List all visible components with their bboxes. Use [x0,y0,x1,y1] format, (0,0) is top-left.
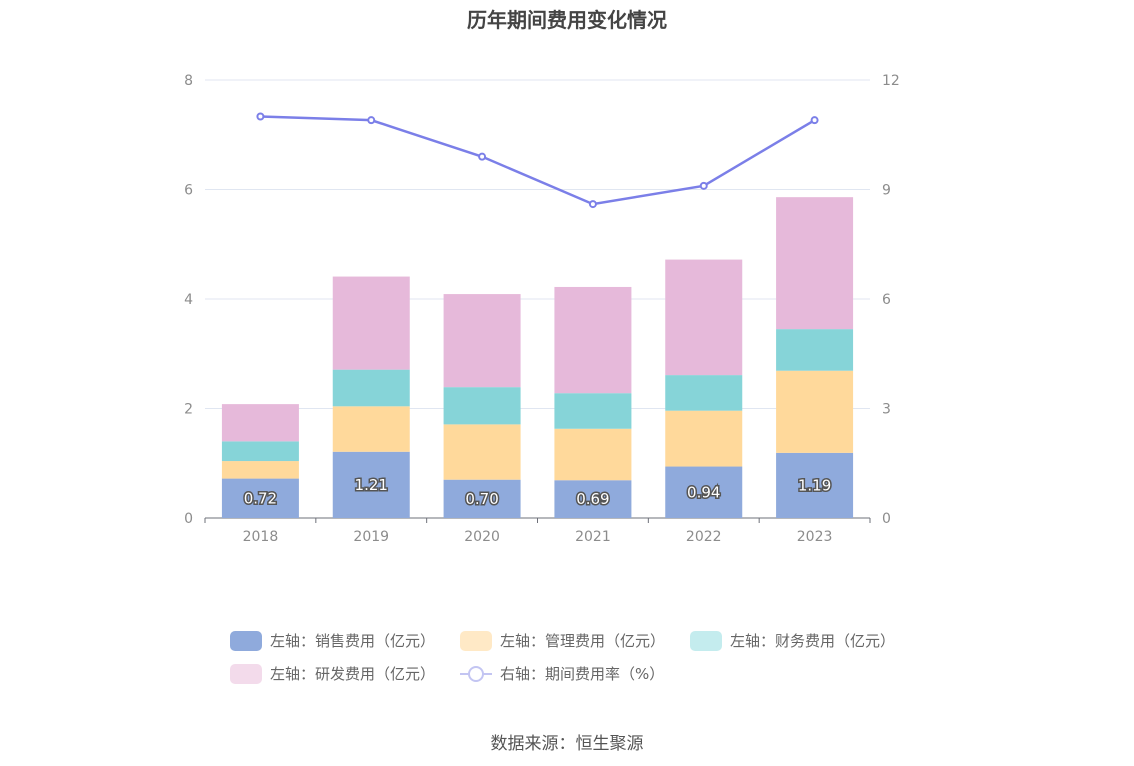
bar-segment [665,466,743,518]
bar-segment [332,451,410,518]
legend-item-rnd[interactable]: 左轴：研发费用（亿元） [230,663,435,684]
legend-item-expense-rate[interactable]: 右轴：期间费用率（%） [460,663,664,684]
bar-segment [332,276,410,370]
bar-series [221,197,854,518]
x-tick-label: 2018 [243,529,279,545]
bar-segment [665,375,743,411]
bar-segment [554,480,632,518]
bar-segment [221,478,299,518]
chart-title: 历年期间费用变化情况 [467,8,667,32]
line-point [699,181,708,190]
legend-swatch-admin [460,630,492,651]
y-left-tick-label: 6 [184,183,193,199]
bar-segment [221,461,299,479]
bar-segment [332,369,410,407]
x-tick-label: 2019 [353,529,389,545]
data-label: 0.70 [465,490,498,508]
legend-item-admin[interactable]: 左轴：管理费用（亿元） [460,630,665,651]
y-right-tick-label: 9 [882,183,891,199]
legend-item-sales[interactable]: 左轴：销售费用（亿元） [230,630,435,651]
bar-segment [443,294,521,388]
y-left-tick-label: 0 [184,511,193,527]
x-tick-label: 2020 [464,529,500,545]
bar-segment [776,370,854,453]
bar-segment [221,441,299,462]
y-right-tick-label: 0 [882,511,891,527]
grid-lines [205,79,870,409]
line-point [588,200,597,209]
bar-segment [221,404,299,442]
legend-label-finance: 左轴：财务费用（亿元） [730,632,896,650]
bar-segment [554,428,632,481]
x-tick-label: 2023 [797,529,833,545]
legend-label-rnd: 左轴：研发费用（亿元） [270,665,436,683]
y-left-tick-label: 2 [184,402,193,418]
bar-segment [665,259,743,376]
legend-swatch-rnd [230,663,262,684]
legend-label-sales: 左轴：销售费用（亿元） [270,632,436,650]
line-point [256,112,265,121]
line-series [256,112,819,209]
data-label: 1.21 [355,476,388,494]
y-right-tick-label: 12 [882,73,900,89]
bar-segment [776,329,854,371]
bar-segment [554,393,632,429]
bar-segment [776,452,854,518]
bar-segment [665,410,743,467]
x-tick-label: 2022 [686,529,722,545]
data-label: 0.72 [244,489,277,507]
y-right-tick-label: 6 [882,292,891,308]
line-point [810,116,819,125]
y-left-tick-label: 4 [184,292,193,308]
legend-swatch-finance [690,630,722,651]
data-labels: 0.72 1.21 0.70 0.69 0.94 1.19 [242,474,833,509]
legend-label-admin: 左轴：管理费用（亿元） [500,632,666,650]
data-label: 0.94 [687,483,720,501]
line-point [367,116,376,125]
axes: 0 0 2 3 4 6 6 9 8 12 2018 2019 2020 2021 2022 2023 [184,73,900,545]
legend-item-finance[interactable]: 左轴：财务费用（亿元） [690,630,895,651]
bar-segment [776,197,854,330]
data-label: 0.69 [576,490,609,508]
y-left-tick-label: 8 [184,73,193,89]
source-note: 数据来源：恒生聚源 [490,734,644,754]
data-label: 1.19 [798,476,831,494]
bar-segment [554,286,632,394]
legend-label-expense-rate: 右轴：期间费用率（%） [500,665,665,683]
bar-segment [443,479,521,518]
bar-segment [443,387,521,425]
expense-rate-line [260,115,816,206]
y-right-tick-label: 3 [882,402,891,418]
legend-line-icon [460,664,492,684]
bar-segment [332,406,410,452]
x-tick-label: 2021 [575,529,611,545]
legend-swatch-sales [230,630,262,651]
line-point [478,152,487,161]
bar-segment [443,424,521,480]
